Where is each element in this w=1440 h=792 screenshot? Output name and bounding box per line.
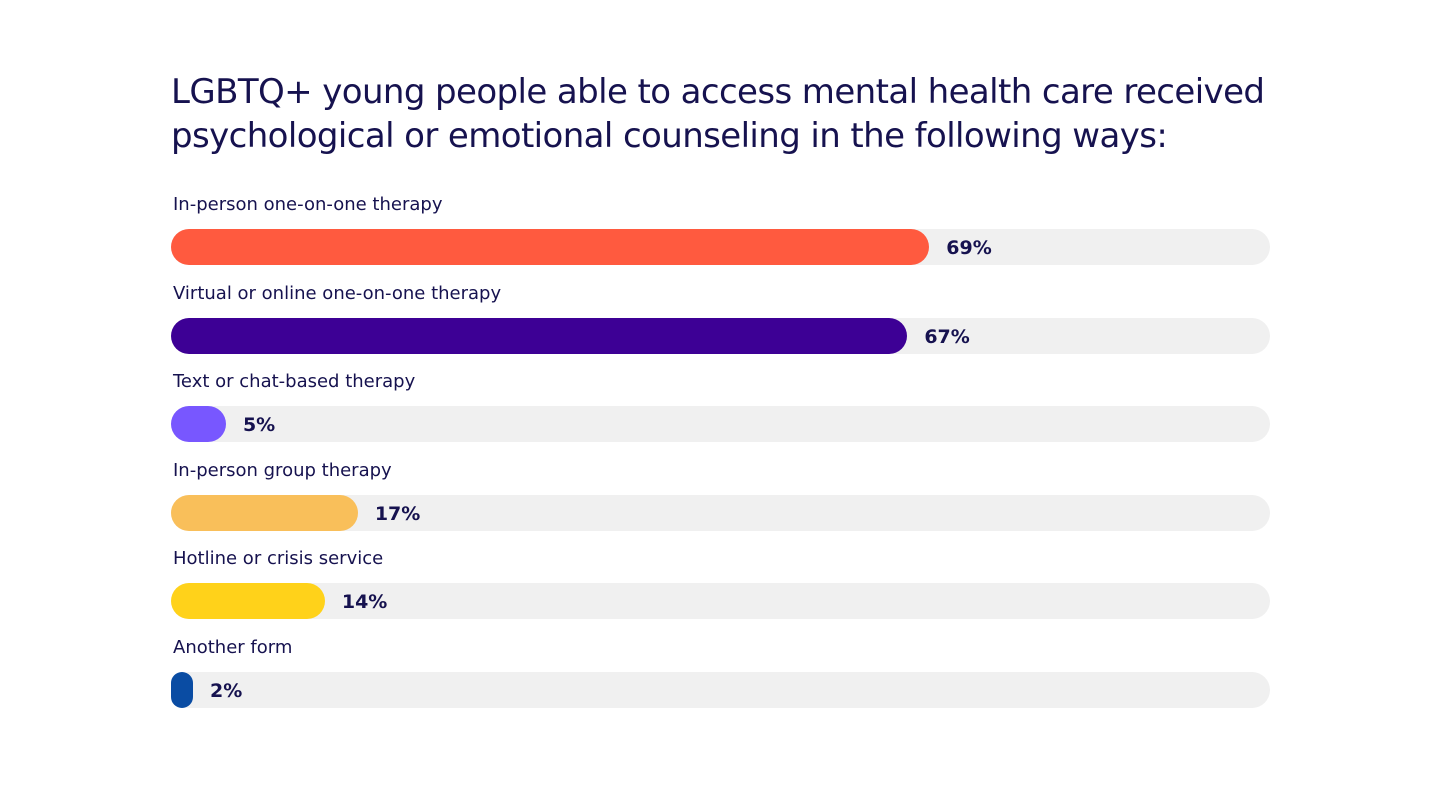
bar-track: 5%	[171, 406, 1270, 442]
bar	[171, 406, 226, 442]
category-label: Virtual or online one-on-one therapy	[173, 282, 502, 304]
value-label: 2%	[210, 679, 243, 702]
bar-track: 2%	[171, 671, 1270, 708]
bar-row: Another form 2%	[171, 636, 1270, 725]
category-label: Text or chat-based therapy	[173, 371, 416, 392]
bar-track: 67%	[171, 317, 1270, 354]
bar-row: Hotline or crisis service 14%	[171, 547, 1270, 636]
bar-track: 14%	[171, 583, 1270, 619]
category-label: In-person group therapy	[173, 459, 392, 481]
chart: LGBTQ+ young people able to access menta…	[171, 70, 1270, 708]
bar-row: In-person one-on-one therapy 69%	[171, 193, 1270, 282]
bar	[171, 494, 358, 531]
bar-rows: In-person one-on-one therapy 69% Virtual o…	[171, 193, 1270, 724]
value-label: 5%	[242, 414, 276, 436]
bar	[171, 583, 325, 619]
category-label: In-person one-on-one therapy	[173, 194, 443, 215]
category-label: Another form	[173, 636, 293, 658]
bar	[171, 671, 193, 708]
value-label: 17%	[374, 502, 421, 525]
bar	[171, 229, 930, 265]
category-label: Hotline or crisis service	[173, 548, 384, 569]
value-label: 67%	[924, 325, 970, 348]
bar	[171, 317, 908, 354]
bar-track: 69%	[171, 229, 1270, 265]
chart-title-line-2: psychological or emotional counseling in…	[171, 116, 1168, 156]
bar-row: In-person group therapy 17%	[171, 459, 1270, 548]
value-label: 69%	[946, 237, 992, 259]
chart-title-line-1: LGBTQ+ young people able to access menta…	[171, 72, 1265, 112]
chart-title: LGBTQ+ young people able to access menta…	[171, 70, 1270, 158]
value-label: 14%	[341, 591, 388, 613]
bar-row: Text or chat-based therapy 5%	[171, 370, 1270, 459]
bar-row: Virtual or online one-on-one therapy 67%	[171, 282, 1270, 371]
bar-track: 17%	[171, 494, 1270, 531]
